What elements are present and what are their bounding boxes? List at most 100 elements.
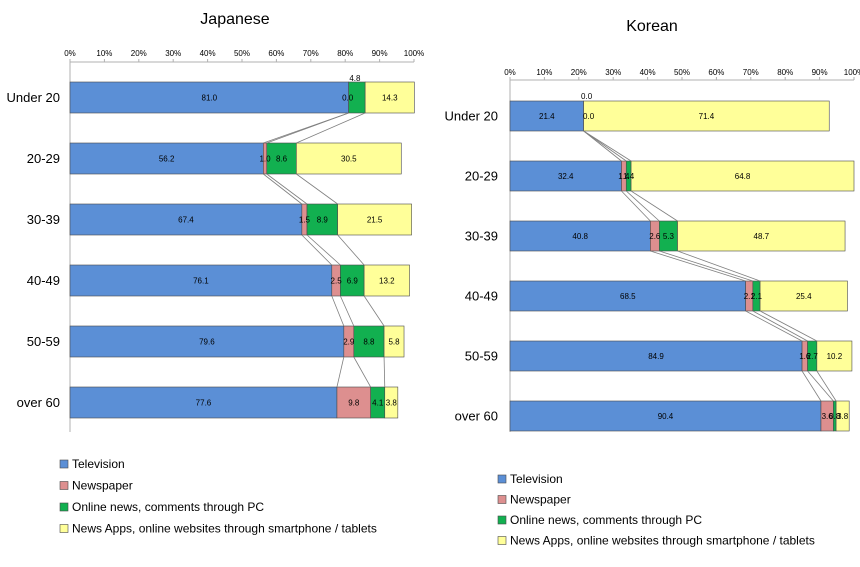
kr-series-line: [583, 130, 632, 162]
kr-category-label: over 60: [455, 409, 498, 424]
jp-category-label: 40-49: [27, 273, 60, 288]
jp-tick-label: 0%: [64, 49, 76, 58]
kr-series-line: [626, 190, 660, 222]
kr-tick-label: 50%: [674, 68, 690, 77]
kr-value-label: 1.6: [799, 352, 811, 361]
jp-series-line: [296, 112, 366, 144]
kr-legend-swatch-newspaper: [497, 495, 507, 504]
kr-bar-television: [509, 340, 803, 372]
kr-series-line: [630, 190, 678, 222]
jp-legend-swatch-news-apps: [59, 524, 69, 533]
kr-tick-label: 10%: [536, 68, 552, 77]
jp-value-label: 6.9: [347, 277, 359, 286]
jp-legend-label-news-apps: News Apps, online websites through smart…: [72, 522, 377, 536]
kr-value-label: 64.8: [735, 172, 751, 181]
jp-value-label: 2.9: [343, 338, 355, 347]
jp-tick-label: 50%: [234, 49, 250, 58]
jp-legend-label-newspaper: Newspaper: [72, 479, 133, 493]
kr-bar-news-apps: [835, 400, 850, 432]
kr-series-line: [583, 130, 622, 162]
kr-value-label: 10.2: [827, 352, 843, 361]
jp-category-label: 20-29: [27, 151, 60, 166]
kr-series-line: [650, 250, 746, 282]
jp-tick-label: 80%: [337, 49, 353, 58]
kr-series-line: [816, 370, 837, 402]
jp-value-label: 13.2: [379, 277, 395, 286]
jp-series-line: [296, 173, 338, 205]
kr-value-label: 68.5: [620, 292, 636, 301]
kr-category-label: 50-59: [465, 349, 498, 364]
jp-legend-swatch-newspaper: [59, 481, 69, 490]
jp-series-line: [337, 234, 365, 266]
kr-bar-television: [509, 280, 746, 312]
kr-series-line: [759, 310, 818, 342]
kr-tick-label: 30%: [605, 68, 621, 77]
kr-bar-television: [509, 100, 584, 132]
jp-series-line: [340, 295, 355, 327]
kr-series-line: [659, 250, 753, 282]
jp-value-label: 8.6: [276, 155, 288, 164]
jp-bar-news-apps: [363, 264, 410, 297]
kr-category-label: 40-49: [465, 289, 498, 304]
jp-tick-label: 10%: [96, 49, 112, 58]
jp-legend-swatch-online-pc: [59, 502, 69, 512]
kr-bar-television: [509, 400, 822, 432]
kr-tick-label: 100%: [844, 68, 860, 77]
jp-category-label: 30-39: [27, 212, 60, 227]
jp-tick-label: 20%: [131, 49, 147, 58]
kr-tick-label: 20%: [571, 68, 587, 77]
jp-chart-title: Japanese: [200, 11, 269, 28]
kr-tick-label: 40%: [640, 68, 656, 77]
kr-bar-television: [509, 160, 622, 192]
jp-bar-news-apps: [296, 142, 402, 175]
jp-bar-news-apps: [383, 325, 405, 358]
jp-tick-label: 90%: [372, 49, 388, 58]
jp-series-line: [331, 295, 345, 327]
jp-tick-label: 70%: [303, 49, 319, 58]
kr-value-label: 48.7: [754, 232, 770, 241]
jp-bar-television: [69, 264, 333, 297]
jp-category-label: Under 20: [7, 90, 60, 105]
kr-category-label: 30-39: [465, 229, 498, 244]
kr-tick-label: 60%: [708, 68, 724, 77]
kr-bar-news-apps: [816, 340, 853, 372]
jp-bar-television: [69, 325, 345, 358]
jp-value-label: 4.8: [349, 74, 361, 83]
kr-value-label: 84.9: [648, 352, 664, 361]
jp-bar-news-apps: [384, 386, 399, 419]
jp-tick-label: 40%: [200, 49, 216, 58]
kr-chart-title: Korean: [626, 18, 678, 35]
jp-value-label: 8.8: [363, 338, 375, 347]
kr-value-label: 90.4: [658, 412, 674, 421]
jp-series-line: [266, 112, 349, 144]
jp-bar-television: [69, 142, 264, 175]
kr-value-label: 0.8: [829, 412, 841, 421]
kr-value-label: 3.8: [837, 412, 849, 421]
jp-value-label: 0.0: [342, 94, 354, 103]
jp-bar-television: [69, 386, 338, 419]
kr-value-label: 21.4: [539, 112, 555, 121]
jp-value-label: 30.5: [341, 155, 357, 164]
kr-value-label: 1.4: [623, 172, 635, 181]
jp-category-label: over 60: [17, 395, 60, 410]
kr-bar-television: [509, 220, 651, 252]
jp-value-label: 1.5: [299, 216, 311, 225]
kr-legend-label-newspaper: Newspaper: [510, 493, 571, 507]
jp-value-label: 4.1: [372, 399, 384, 408]
jp-series-line: [353, 356, 372, 388]
jp-value-label: 1.0: [259, 155, 271, 164]
kr-legend-swatch-television: [497, 474, 507, 484]
kr-series-line: [621, 190, 651, 222]
kr-value-label: 2.7: [807, 352, 819, 361]
jp-value-label: 67.4: [178, 216, 194, 225]
jp-value-label: 8.9: [317, 216, 329, 225]
kr-category-label: Under 20: [445, 109, 498, 124]
kr-tick-label: 70%: [743, 68, 759, 77]
kr-value-label: 71.4: [699, 112, 715, 121]
jp-series-line: [301, 234, 333, 266]
jp-value-label: 76.1: [193, 277, 209, 286]
jp-series-line: [306, 234, 341, 266]
jp-value-label: 9.8: [348, 399, 360, 408]
kr-value-label: 0.0: [583, 112, 595, 121]
